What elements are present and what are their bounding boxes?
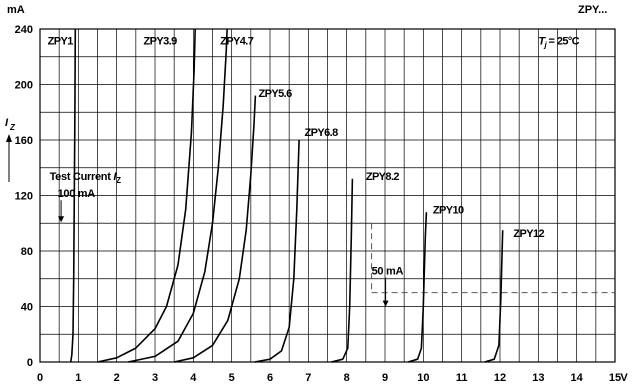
curve-label: ZPY1 bbox=[48, 35, 74, 47]
test-current-arrow-head bbox=[58, 216, 65, 223]
y-tick-label: 40 bbox=[21, 302, 33, 314]
y-tick-label: 240 bbox=[15, 24, 33, 36]
x-tick-label: 8 bbox=[344, 372, 350, 384]
curve-label: ZPY4.7 bbox=[220, 35, 254, 47]
y-axis-label-sub: Z bbox=[9, 123, 16, 132]
y-tick-label: 80 bbox=[21, 246, 33, 258]
y-axis-label: I bbox=[5, 117, 9, 129]
fifty-ma-arrow-head bbox=[382, 300, 389, 307]
x-tick-label: 11 bbox=[456, 372, 468, 384]
x-tick-label: 4 bbox=[190, 372, 197, 384]
curve-zpy5-6 bbox=[174, 95, 257, 363]
x-tick-label: 12 bbox=[494, 372, 506, 384]
labels: ZPY1 ZPY3.9 ZPY4.7 ZPY5.6 ZPY6.8 ZPY8.2 ZPY10 Z… bbox=[48, 35, 580, 307]
x-tick-label: 9 bbox=[382, 372, 388, 384]
y-tick-label: 0 bbox=[27, 357, 33, 369]
x-tick-label: 13 bbox=[532, 372, 544, 384]
x-tick-label: 5 bbox=[229, 372, 235, 384]
grid bbox=[39, 28, 616, 363]
curve-zpy12 bbox=[484, 230, 504, 363]
x-tick-label: 15 bbox=[609, 372, 621, 384]
x-tick-label: 10 bbox=[417, 372, 429, 384]
x-tick-label: 1 bbox=[75, 372, 81, 384]
curve-zpy3-9 bbox=[97, 28, 196, 363]
curve-label: ZPY5.6 bbox=[259, 88, 293, 100]
curve-zpy10 bbox=[407, 212, 428, 363]
y-tick-label: 120 bbox=[15, 191, 33, 203]
x-tick-label: 6 bbox=[267, 372, 273, 384]
x-axis-unit: V bbox=[620, 372, 628, 384]
axes: 0 1 2 3 4 5 6 7 8 9 10 11 12 13 14 15 V04080120160200240… bbox=[5, 24, 628, 384]
curve-label: ZPY12 bbox=[513, 228, 544, 240]
fifty-ma-annotation: 50 mA bbox=[372, 266, 404, 278]
curve-zpy1 bbox=[69, 28, 77, 363]
y-tick-label: 200 bbox=[15, 80, 33, 92]
test-current-value: 100 mA bbox=[58, 188, 96, 200]
series-code-label: ZPY... bbox=[578, 4, 607, 16]
curve-label: ZPY10 bbox=[433, 205, 464, 217]
plot-frame bbox=[39, 28, 616, 363]
curve-zpy4-7 bbox=[128, 28, 228, 363]
y-unit-label: mA bbox=[7, 4, 25, 16]
x-tick-label: 14 bbox=[571, 372, 584, 384]
curve-zpy6-8 bbox=[254, 139, 300, 363]
y-axis-arrow-head bbox=[6, 134, 12, 142]
curve-zpy8-2 bbox=[331, 178, 354, 363]
x-tick-label: 7 bbox=[305, 372, 311, 384]
curve-label: ZPY8.2 bbox=[366, 171, 400, 183]
x-tick-label: 2 bbox=[114, 372, 120, 384]
temperature-note: Tj = 25°C bbox=[538, 35, 579, 49]
y-tick-label: 160 bbox=[15, 135, 33, 147]
x-tick-label: 3 bbox=[152, 372, 158, 384]
curve-label: ZPY6.8 bbox=[305, 127, 339, 139]
curve-label: ZPY3.9 bbox=[144, 35, 178, 47]
curves bbox=[59, 28, 615, 363]
x-tick-label: 0 bbox=[37, 372, 43, 384]
test-current-annotation: Test Current IZ bbox=[50, 171, 122, 185]
